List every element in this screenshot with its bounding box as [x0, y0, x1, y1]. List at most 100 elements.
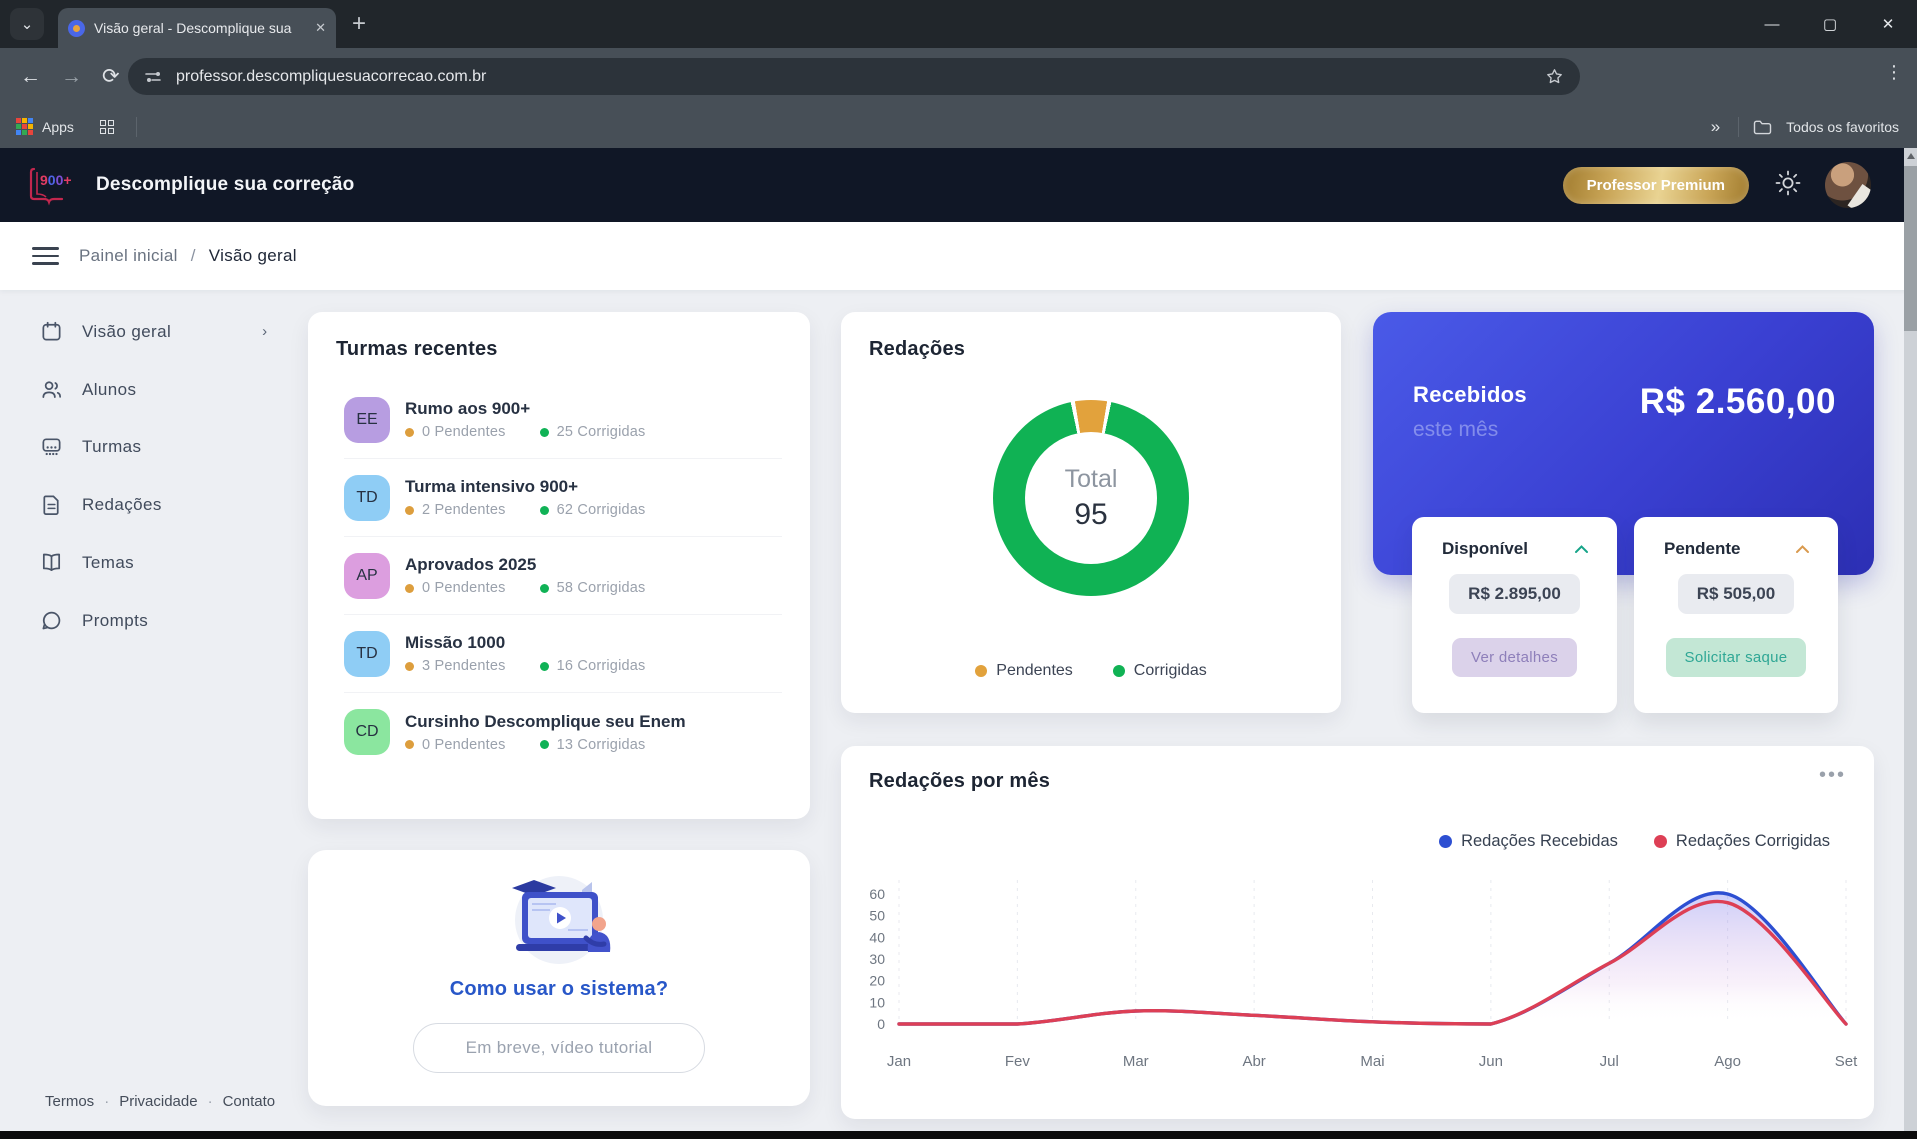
footer-separator: · [207, 1093, 213, 1110]
sidebar-item-label: Temas [82, 552, 135, 572]
turma-list-item[interactable]: AP Aprovados 2025 0 Pendentes 58 Corrigi… [344, 537, 782, 615]
ver-detalhes-button[interactable]: Ver detalhes [1452, 638, 1577, 677]
new-tab-button[interactable]: + [352, 10, 367, 37]
pendentes-dot [405, 661, 414, 671]
legend-dot [1112, 665, 1125, 677]
turma-pendentes: 0 Pendentes [422, 736, 506, 753]
turma-pendentes: 0 Pendentes [422, 580, 506, 596]
corrigidas-dot [539, 583, 549, 593]
sidebar-item-turmas[interactable]: Turmas [40, 435, 141, 458]
turma-name: Rumo aos 900+ [405, 399, 531, 418]
tab-search-button[interactable]: ⌄ [10, 8, 44, 40]
tab-title: Visão geral - Descomplique sua [94, 20, 292, 36]
sidebar-item-visao-geral[interactable]: Visão geral › [40, 320, 268, 343]
donut-center: Total 95 [1025, 432, 1157, 564]
breadcrumb-current[interactable]: Visão geral [208, 246, 297, 265]
solicitar-saque-button[interactable]: Solicitar saque [1665, 638, 1807, 677]
turma-list-item[interactable]: TD Turma intensivo 900+ 2 Pendentes 62 C… [344, 459, 782, 537]
bookmark-apps[interactable]: Apps [42, 118, 74, 135]
sidebar-item-label: Redações [82, 494, 162, 514]
chevron-up-icon[interactable] [1795, 544, 1810, 554]
url-bar[interactable]: professor.descompliquesuacorrecao.com.br [128, 58, 1580, 95]
svg-text:50: 50 [869, 908, 885, 924]
legend-dot [1439, 835, 1453, 848]
chat-bubble-icon [42, 611, 61, 630]
grid-icon[interactable] [99, 119, 114, 134]
bottom-edge [0, 1131, 1917, 1139]
pendente-label: Pendente [1664, 539, 1741, 558]
sidebar-item-label: Turmas [82, 436, 142, 456]
footer-link[interactable]: Termos [45, 1093, 95, 1110]
redacoes-card-title: Redações [869, 338, 966, 360]
book-logo-icon [29, 167, 64, 206]
svg-text:Jul: Jul [1600, 1053, 1619, 1070]
tab-close-icon[interactable]: ✕ [315, 20, 326, 35]
svg-text:Fev: Fev [1005, 1053, 1031, 1070]
pendente-value: R$ 505,00 [1677, 574, 1795, 614]
turma-corrigidas: 13 Corrigidas [556, 736, 646, 753]
forward-button[interactable]: → [61, 64, 82, 88]
turma-avatar: CD [344, 709, 390, 755]
page-scrollbar[interactable] [1904, 148, 1917, 1131]
sidebar-item-temas[interactable]: Temas [40, 551, 134, 574]
turma-list-item[interactable]: EE Rumo aos 900+ 0 Pendentes 25 Corrigid… [344, 381, 782, 459]
site-info-icon[interactable] [144, 68, 162, 86]
sidebar-item-redacoes[interactable]: Redações [40, 493, 162, 516]
sidebar-item-label: Alunos [82, 379, 137, 399]
calendar-icon [42, 321, 61, 341]
logo-char: + [63, 172, 72, 188]
legend-label: Corrigidas [1133, 662, 1207, 679]
chevron-down-icon: ⌄ [20, 16, 34, 33]
turma-corrigidas: 62 Corrigidas [556, 502, 646, 518]
breadcrumb-parent[interactable]: Painel inicial [79, 246, 178, 265]
pendentes-dot [405, 505, 414, 515]
bookmark-star-icon[interactable] [1545, 67, 1564, 86]
turma-list-item[interactable]: TD Missão 1000 3 Pendentes 16 Corrigidas [344, 615, 782, 693]
footer-separator: · [104, 1093, 110, 1110]
svg-text:Jun: Jun [1479, 1053, 1503, 1070]
breadcrumb: Painel inicial / Visão geral [79, 246, 297, 266]
classroom-icon [42, 438, 61, 456]
svg-text:Mar: Mar [1123, 1053, 1149, 1070]
donut-legend: Pendentes Corrigidas [841, 662, 1341, 680]
browser-tab[interactable]: Visão geral - Descomplique sua ✕ [58, 8, 336, 48]
app-header: 900+ Descomplique sua correção Professor… [0, 148, 1917, 222]
sidebar: Visão geral › Alunos Turmas [0, 290, 290, 1131]
window-maximize-button[interactable]: ▢ [1822, 16, 1838, 33]
theme-toggle-button[interactable] [1775, 170, 1801, 201]
document-icon [43, 495, 59, 515]
turmas-recentes-card: Turmas recentes EE Rumo aos 900+ 0 Pende… [308, 312, 810, 819]
tutorial-title[interactable]: Como usar o sistema? [449, 978, 669, 1000]
bookmarks-overflow-icon[interactable]: » [1710, 116, 1721, 136]
turma-avatar: TD [344, 630, 390, 677]
turma-list-item[interactable]: CD Cursinho Descomplique seu Enem 0 Pend… [344, 693, 782, 771]
sidebar-item-alunos[interactable]: Alunos [40, 378, 136, 401]
chevron-up-icon[interactable] [1574, 544, 1589, 554]
reload-button[interactable]: ⟳ [102, 65, 120, 88]
premium-badge[interactable]: Professor Premium [1562, 166, 1749, 204]
sidebar-item-prompts[interactable]: Prompts [40, 609, 148, 632]
footer-link[interactable]: Contato [222, 1093, 276, 1110]
scrollbar-thumb[interactable] [1904, 166, 1917, 331]
corrigidas-dot [539, 505, 549, 515]
turma-name: Aprovados 2025 [405, 555, 537, 574]
legend-item-recebidas: Redações Recebidas [1439, 832, 1618, 851]
browser-toolbar: ← → ⟳ professor.descompliquesuacorrecao.… [0, 48, 1917, 105]
scrollbar-up-arrow[interactable] [1907, 153, 1915, 159]
video-tutorial-illustration [512, 876, 611, 964]
sun-icon [1775, 170, 1801, 195]
browser-menu-icon[interactable]: ⋮ [1885, 62, 1903, 82]
footer-link[interactable]: Privacidade [119, 1093, 198, 1110]
video-tutorial-button[interactable]: Em breve, vídeo tutorial [412, 1023, 706, 1073]
card-menu-icon[interactable]: ••• [1818, 764, 1846, 786]
window-minimize-button[interactable]: — [1764, 15, 1780, 33]
sidebar-item-label: Prompts [82, 610, 149, 630]
all-favorites-label[interactable]: Todos os favoritos [1786, 118, 1899, 135]
user-avatar[interactable] [1825, 162, 1871, 208]
back-button[interactable]: ← [20, 64, 41, 88]
window-close-button[interactable]: ✕ [1881, 16, 1895, 33]
apps-icon[interactable] [16, 118, 33, 135]
logo-char: 0 [47, 172, 56, 188]
donut-total-value: 95 [1074, 497, 1108, 531]
menu-toggle-button[interactable] [32, 242, 59, 270]
